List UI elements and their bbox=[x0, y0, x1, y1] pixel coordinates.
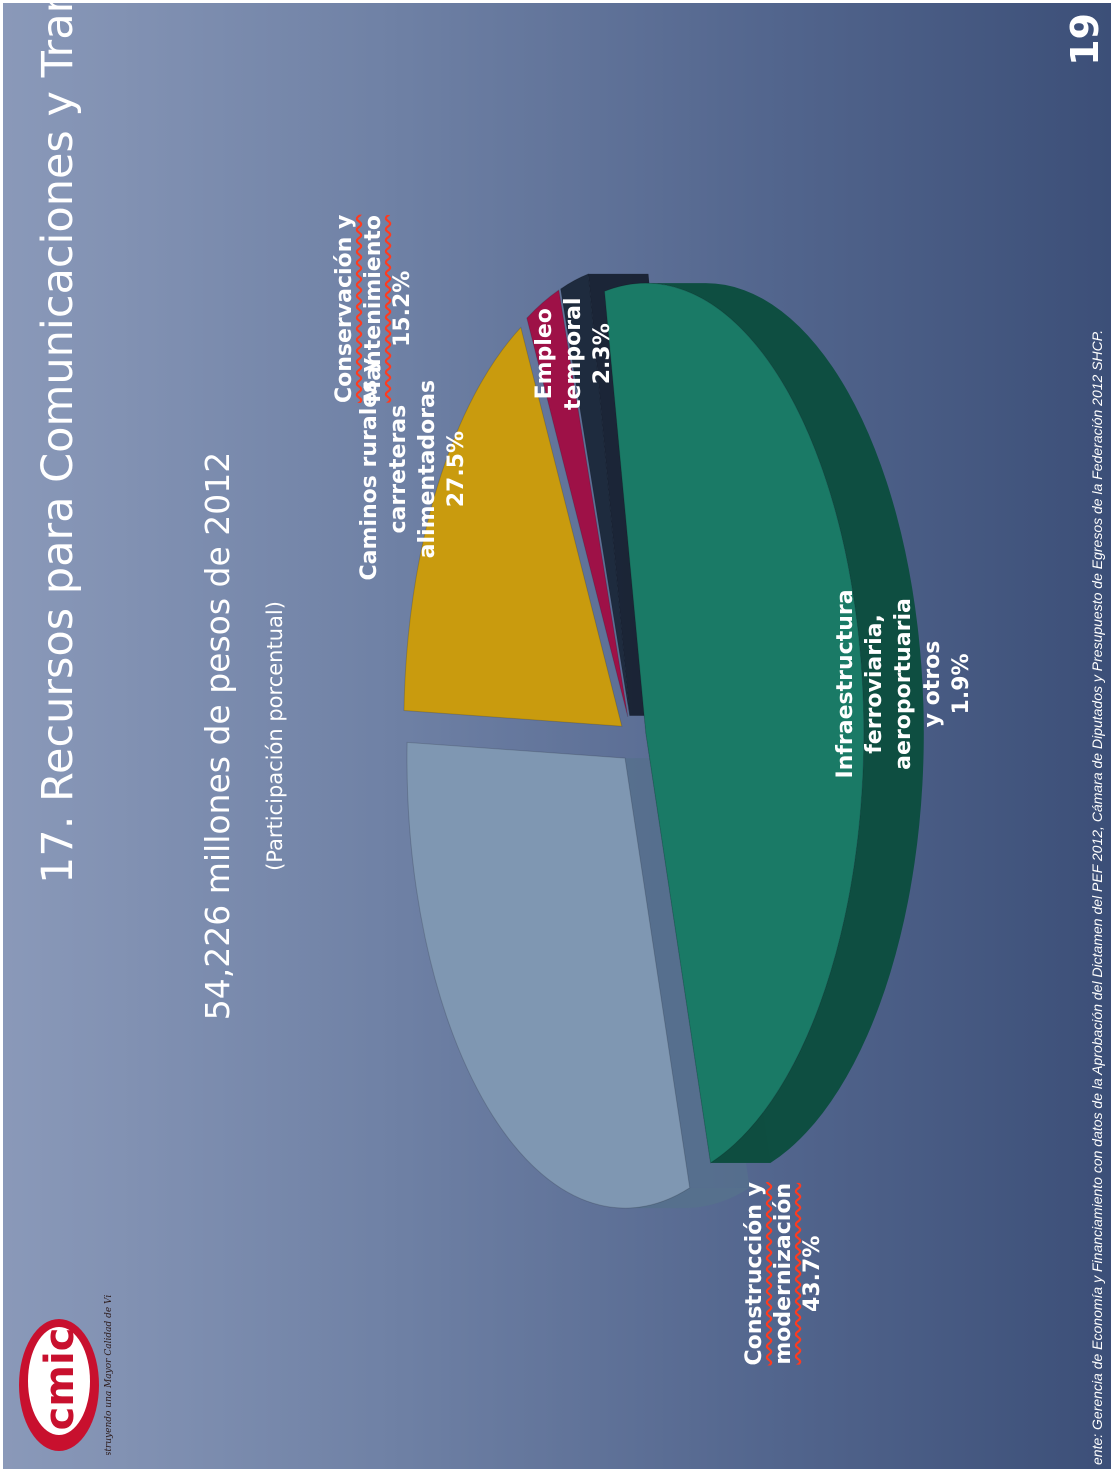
pie-slice-0 bbox=[403, 326, 623, 727]
slice-label-line: Infraestructura bbox=[832, 589, 858, 779]
pie-slice-4 bbox=[406, 741, 691, 1209]
slice-label-3: Construcción y modernización 43.7% bbox=[740, 1182, 827, 1365]
slice-label-2: Infraestructura ferroviaria, aeroportuaria… bbox=[831, 589, 976, 778]
slice-value: 43.7% bbox=[799, 1235, 825, 1312]
slice-label-line: Empleo bbox=[531, 308, 557, 400]
slice-value: 27.5% bbox=[444, 430, 469, 508]
slice-label-line: temporal bbox=[560, 297, 586, 410]
slice-label-4: Caminos rurales y carreteras alimentadoras… bbox=[355, 358, 471, 581]
slice-label-line: Construcción y bbox=[741, 1182, 767, 1366]
slice-label-line: Caminos rurales y bbox=[357, 357, 382, 581]
pie-slice-side-3 bbox=[645, 283, 924, 1163]
slice-value: 2.3% bbox=[589, 323, 615, 385]
slide: cmic Construyendo una Mayor Calidad de V… bbox=[3, 3, 1111, 1469]
slice-label-line: alimentadoras bbox=[415, 379, 440, 559]
slice-label-1: Empleo temporal 2.3% bbox=[530, 298, 617, 410]
pie-slice-3 bbox=[603, 282, 865, 1164]
logo-tagline: Construyendo una Mayor Calidad de Vida bbox=[104, 1295, 114, 1455]
source-note: ente: Gerencia de Economía y Financiamie… bbox=[1089, 329, 1105, 1465]
pie-slice-2 bbox=[560, 273, 631, 716]
pie-chart bbox=[403, 273, 924, 1209]
slice-label-line: ferroviaria, bbox=[861, 614, 887, 754]
logo-text: cmic bbox=[37, 1328, 83, 1431]
slice-label-line: y otros bbox=[919, 640, 945, 728]
pie-slice-1 bbox=[526, 289, 629, 718]
slice-label-line: carreteras bbox=[386, 404, 411, 534]
logo-oval-inner bbox=[28, 1327, 90, 1435]
cmic-logo: cmic Construyendo una Mayor Calidad de V… bbox=[19, 1295, 114, 1455]
slice-label-line: modernización bbox=[770, 1182, 796, 1365]
pie-slice-side-4 bbox=[624, 1187, 750, 1209]
slice-label-line: aeroportuaria bbox=[890, 598, 916, 770]
slice-value: 1.9% bbox=[948, 653, 974, 715]
